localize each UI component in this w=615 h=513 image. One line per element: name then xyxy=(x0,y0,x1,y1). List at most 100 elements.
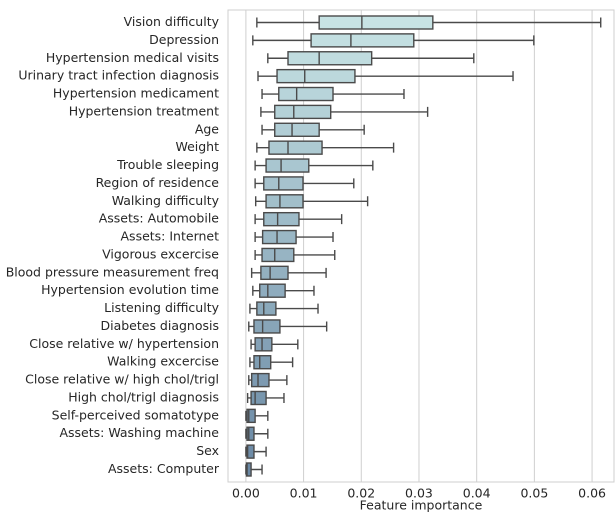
whisker-low xyxy=(261,124,275,135)
whisker-high xyxy=(279,321,328,332)
y-tick-label: Vision difficulty xyxy=(124,14,220,29)
box xyxy=(254,337,273,352)
y-tick-label: Urinary tract infection diagnosis xyxy=(18,68,219,83)
box xyxy=(268,140,323,155)
y-tick-label: Hypertension medicament xyxy=(53,86,219,101)
whisker-low xyxy=(261,89,279,100)
box xyxy=(259,283,286,298)
y-tick-label: High chol/trigl diagnosis xyxy=(68,389,219,404)
y-tick-label: Weight xyxy=(175,139,219,154)
whisker-high xyxy=(330,106,429,117)
y-tick-label: Close relative w/ hypertension xyxy=(29,336,219,351)
box xyxy=(261,229,297,245)
y-tick-label: Assets: Internet xyxy=(121,229,220,244)
whisker-low xyxy=(256,142,269,153)
y-tick-label: Depression xyxy=(149,32,219,47)
whisker-high xyxy=(251,464,263,475)
whisker-low xyxy=(260,106,275,117)
y-tick-label: Close relative w/ high chol/trigl xyxy=(25,372,219,387)
y-tick-label: Walking difficulty xyxy=(112,193,220,208)
whisker-low xyxy=(254,178,264,189)
plot-frame xyxy=(227,9,615,483)
x-tick-label: 0.05 xyxy=(520,486,548,501)
y-tick-label: Age xyxy=(195,121,219,136)
y-tick-label: Region of residence xyxy=(96,175,220,190)
box xyxy=(310,33,415,48)
whisker-low xyxy=(248,321,254,332)
y-tick-label: Hypertension medical visits xyxy=(46,50,219,65)
whisker-high xyxy=(296,232,334,243)
y-tick-label: Diabetes diagnosis xyxy=(100,318,219,333)
whisker-low xyxy=(252,285,260,296)
box xyxy=(318,15,434,30)
whisker-high xyxy=(266,392,285,403)
whisker-high xyxy=(413,35,535,46)
whisker-high xyxy=(285,285,315,296)
y-tick-label: Walking excercise xyxy=(107,354,219,369)
whisker-low xyxy=(254,160,267,171)
y-tick-label: Assets: Washing machine xyxy=(59,425,219,440)
x-tick-label: 0.03 xyxy=(405,486,433,501)
whisker-high xyxy=(298,214,343,225)
whisker-low xyxy=(249,303,257,314)
whisker-high xyxy=(293,249,336,260)
box xyxy=(250,390,267,406)
box xyxy=(274,104,332,120)
box xyxy=(246,426,255,441)
y-tick-label: Blood pressure measurement freq xyxy=(6,264,219,279)
whisker-high xyxy=(268,375,288,386)
box xyxy=(265,194,304,209)
whisker-high xyxy=(319,124,365,135)
x-tick-label: 0.02 xyxy=(347,486,375,501)
whisker-low xyxy=(250,267,261,278)
whisker-low xyxy=(256,17,320,28)
box xyxy=(261,247,295,263)
box xyxy=(276,68,356,84)
x-tick-label: 0.06 xyxy=(578,486,606,501)
x-tick-label: 0.04 xyxy=(463,486,491,501)
y-tick-label: Assets: Automobile xyxy=(99,211,220,226)
whisker-low xyxy=(252,35,312,46)
y-tick-label: Assets: Computer xyxy=(108,461,220,476)
y-tick-label: Sex xyxy=(196,443,219,458)
box xyxy=(253,319,281,334)
box xyxy=(250,372,270,388)
whisker-high xyxy=(303,196,369,207)
whisker-low xyxy=(267,53,289,64)
box xyxy=(274,122,320,137)
whisker-high xyxy=(432,17,602,28)
x-tick-label: 0.00 xyxy=(232,486,260,501)
y-tick-label: Self-perceived somatotype xyxy=(52,407,220,422)
whisker-high xyxy=(322,142,395,153)
whisker-high xyxy=(271,339,299,350)
whisker-high xyxy=(303,178,355,189)
x-axis-title: Feature importance xyxy=(360,498,483,513)
whisker-low xyxy=(257,71,278,82)
whisker-high xyxy=(354,71,514,82)
whisker-high xyxy=(308,160,374,171)
box xyxy=(263,211,300,227)
whisker-high xyxy=(275,303,319,314)
whisker-low xyxy=(254,249,263,260)
box xyxy=(263,176,304,191)
box xyxy=(246,408,256,424)
box xyxy=(265,158,310,173)
y-tick-label: Vigorous excercise xyxy=(102,246,219,261)
box xyxy=(287,51,373,66)
whisker-high xyxy=(288,267,327,278)
x-tick-label: 0.01 xyxy=(290,486,318,501)
whisker-high xyxy=(371,53,475,64)
box xyxy=(260,265,289,281)
whisker-high xyxy=(253,446,267,457)
whisker-high xyxy=(255,410,269,421)
box xyxy=(253,355,272,370)
whisker-high xyxy=(270,357,294,368)
whisker-high xyxy=(253,428,269,439)
y-tick-label: Hypertension treatment xyxy=(69,103,219,118)
box xyxy=(278,86,334,102)
whisker-low xyxy=(254,214,264,225)
whisker-low xyxy=(254,232,263,243)
whisker-low xyxy=(254,196,267,207)
y-tick-label: Listening difficulty xyxy=(104,300,219,315)
